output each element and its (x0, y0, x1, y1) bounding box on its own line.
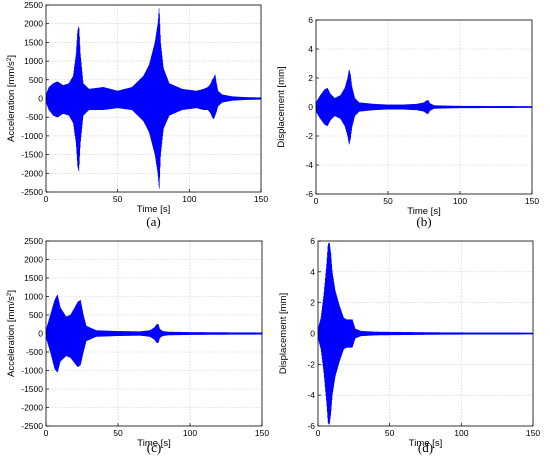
x-tick-label: 0 (316, 428, 321, 438)
y-tick-label: -500 (26, 347, 43, 357)
chart-panel: 0 50 100 150 -2500 -2000 -1500 -1000 -500 0 500 100… (6, 0, 268, 229)
chart-panel: 0 50 100 150 -2500 -2000 -1500 -1000 -500 0 500 100… (6, 236, 269, 455)
y-tick-label: -1500 (21, 150, 43, 160)
x-tick-label: 0 (314, 196, 319, 206)
y-tick-label: -6 (307, 421, 315, 431)
y-tick-label: 1000 (24, 56, 43, 66)
x-tick-label: 50 (113, 194, 123, 204)
y-tick-label: -4 (305, 160, 313, 170)
y-tick-label: 500 (29, 75, 43, 85)
x-tick-label: 150 (254, 194, 268, 204)
y-tick-label: 4 (310, 267, 315, 277)
x-axis-label: Time [s] (137, 438, 170, 449)
y-tick-label: 2500 (24, 236, 43, 246)
x-tick-label: 150 (255, 428, 269, 438)
panel-caption: (d) (418, 440, 433, 455)
x-tick-label: 50 (383, 196, 393, 206)
y-axis-label: Displacement [mm] (278, 293, 289, 374)
x-axis-label: Time [s] (407, 206, 440, 217)
y-tick-label: -1000 (21, 366, 43, 376)
chart-panel: 0 50 100 150 -6 -4 -2 0 2 4 6 Time [s] Displacement … (278, 236, 540, 455)
y-tick-label: 6 (310, 236, 315, 246)
y-axis-label: Displacement [mm] (276, 66, 287, 147)
panel-caption: (b) (416, 214, 431, 229)
y-axis-label: Acceleration [mm/s2] (6, 55, 17, 142)
y-tick-label: 2 (310, 298, 315, 308)
y-tick-label: 1500 (24, 273, 43, 283)
y-tick-label: 0 (38, 94, 43, 104)
y-tick-label: 2 (308, 73, 313, 83)
signal-series-line (45, 8, 262, 189)
y-tick-label: 6 (308, 15, 313, 25)
x-tick-label: 50 (113, 428, 123, 438)
x-axis-label: Time [s] (137, 204, 170, 215)
y-tick-label: -6 (305, 189, 313, 199)
panel-caption: (c) (147, 440, 161, 455)
signal-series-line (315, 69, 533, 145)
y-tick-label: 0 (310, 329, 315, 339)
y-tick-label: 500 (29, 310, 43, 320)
y-tick-label: -1500 (21, 384, 43, 394)
x-axis-label: Time [s] (409, 438, 442, 449)
y-tick-label: 2000 (24, 255, 43, 265)
x-tick-label: 100 (453, 196, 467, 206)
x-tick-label: 150 (526, 428, 540, 438)
chart-panel: 0 50 100 150 -6 -4 -2 0 2 4 6 Time [s] Displacement … (276, 15, 539, 229)
y-tick-label: -2000 (21, 168, 43, 178)
y-tick-label: -4 (307, 390, 315, 400)
x-tick-label: 150 (525, 196, 539, 206)
y-tick-label: -1000 (21, 131, 43, 141)
x-tick-label: 100 (182, 194, 196, 204)
y-tick-label: 2500 (24, 0, 43, 10)
x-tick-label: 100 (454, 428, 468, 438)
x-tick-label: 100 (183, 428, 197, 438)
y-tick-label: 0 (38, 329, 43, 339)
y-tick-label: 0 (308, 102, 313, 112)
y-tick-label: 2000 (24, 19, 43, 29)
y-axis-label: Acceleration [mm/s2] (6, 290, 17, 377)
y-tick-label: -2500 (21, 187, 43, 197)
y-tick-label: -2000 (21, 403, 43, 413)
signal-series-line (317, 242, 534, 425)
y-tick-label: 4 (308, 44, 313, 54)
y-tick-label: -2 (305, 131, 313, 141)
signal-series-line (45, 294, 263, 373)
y-tick-label: 1000 (24, 292, 43, 302)
x-tick-label: 50 (385, 428, 395, 438)
y-tick-label: -2500 (21, 421, 43, 431)
y-tick-label: -500 (26, 112, 43, 122)
x-tick-label: 0 (44, 194, 49, 204)
x-tick-label: 0 (44, 428, 49, 438)
y-tick-label: 1500 (24, 37, 43, 47)
panel-caption: (a) (146, 214, 160, 229)
y-tick-label: -2 (307, 359, 315, 369)
